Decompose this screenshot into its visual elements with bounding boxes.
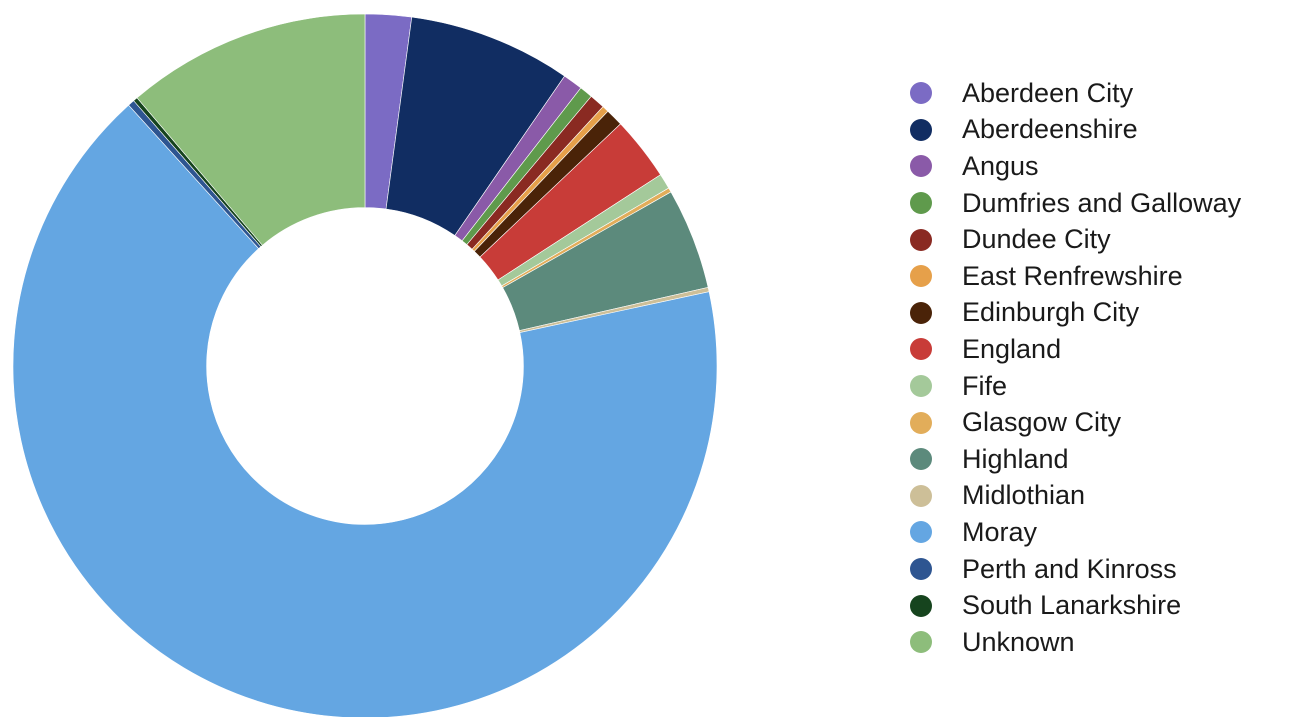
legend-item-perth-and-kinross[interactable]: Perth and Kinross: [910, 551, 1295, 588]
legend-label-glasgow-city: Glasgow City: [962, 409, 1121, 436]
legend-label-perth-and-kinross: Perth and Kinross: [962, 556, 1177, 583]
legend-swatch-east-renfrewshire: [910, 265, 932, 287]
legend-swatch-perth-and-kinross: [910, 558, 932, 580]
legend-swatch-dumfries-and-galloway: [910, 192, 932, 214]
legend-swatch-edinburgh-city: [910, 302, 932, 324]
legend-swatch-moray: [910, 521, 932, 543]
legend-item-dumfries-and-galloway[interactable]: Dumfries and Galloway: [910, 185, 1295, 222]
legend-item-angus[interactable]: Angus: [910, 148, 1295, 185]
legend-swatch-aberdeenshire: [910, 119, 932, 141]
chart-legend: Aberdeen City Aberdeenshire Angus Dumfries …: [910, 75, 1295, 661]
legend-label-england: England: [962, 336, 1061, 363]
legend-item-highland[interactable]: Highland: [910, 441, 1295, 478]
legend-swatch-angus: [910, 155, 932, 177]
donut-chart-svg: [0, 0, 730, 717]
legend-item-moray[interactable]: Moray: [910, 514, 1295, 551]
legend-label-dumfries-and-galloway: Dumfries and Galloway: [962, 190, 1241, 217]
legend-item-midlothian[interactable]: Midlothian: [910, 478, 1295, 515]
legend-label-east-renfrewshire: East Renfrewshire: [962, 263, 1183, 290]
legend-label-highland: Highland: [962, 446, 1069, 473]
legend-item-south-lanarkshire[interactable]: South Lanarkshire: [910, 587, 1295, 624]
legend-swatch-fife: [910, 375, 932, 397]
legend-label-aberdeenshire: Aberdeenshire: [962, 116, 1138, 143]
legend-label-dundee-city: Dundee City: [962, 226, 1111, 253]
legend-swatch-south-lanarkshire: [910, 595, 932, 617]
legend-item-england[interactable]: England: [910, 331, 1295, 368]
legend-swatch-aberdeen-city: [910, 82, 932, 104]
legend-label-angus: Angus: [962, 153, 1039, 180]
legend-label-south-lanarkshire: South Lanarkshire: [962, 592, 1181, 619]
legend-label-fife: Fife: [962, 373, 1007, 400]
legend-item-aberdeen-city[interactable]: Aberdeen City: [910, 75, 1295, 112]
legend-label-midlothian: Midlothian: [962, 482, 1085, 509]
legend-item-fife[interactable]: Fife: [910, 368, 1295, 405]
legend-swatch-midlothian: [910, 485, 932, 507]
legend-item-edinburgh-city[interactable]: Edinburgh City: [910, 295, 1295, 332]
legend-swatch-dundee-city: [910, 229, 932, 251]
legend-label-unknown: Unknown: [962, 629, 1075, 656]
legend-swatch-unknown: [910, 631, 932, 653]
legend-item-unknown[interactable]: Unknown: [910, 624, 1295, 661]
legend-label-moray: Moray: [962, 519, 1037, 546]
legend-item-aberdeenshire[interactable]: Aberdeenshire: [910, 112, 1295, 149]
legend-swatch-highland: [910, 448, 932, 470]
legend-label-aberdeen-city: Aberdeen City: [962, 80, 1133, 107]
legend-label-edinburgh-city: Edinburgh City: [962, 299, 1139, 326]
legend-item-glasgow-city[interactable]: Glasgow City: [910, 404, 1295, 441]
legend-swatch-glasgow-city: [910, 412, 932, 434]
legend-item-east-renfrewshire[interactable]: East Renfrewshire: [910, 258, 1295, 295]
legend-swatch-england: [910, 338, 932, 360]
legend-item-dundee-city[interactable]: Dundee City: [910, 221, 1295, 258]
